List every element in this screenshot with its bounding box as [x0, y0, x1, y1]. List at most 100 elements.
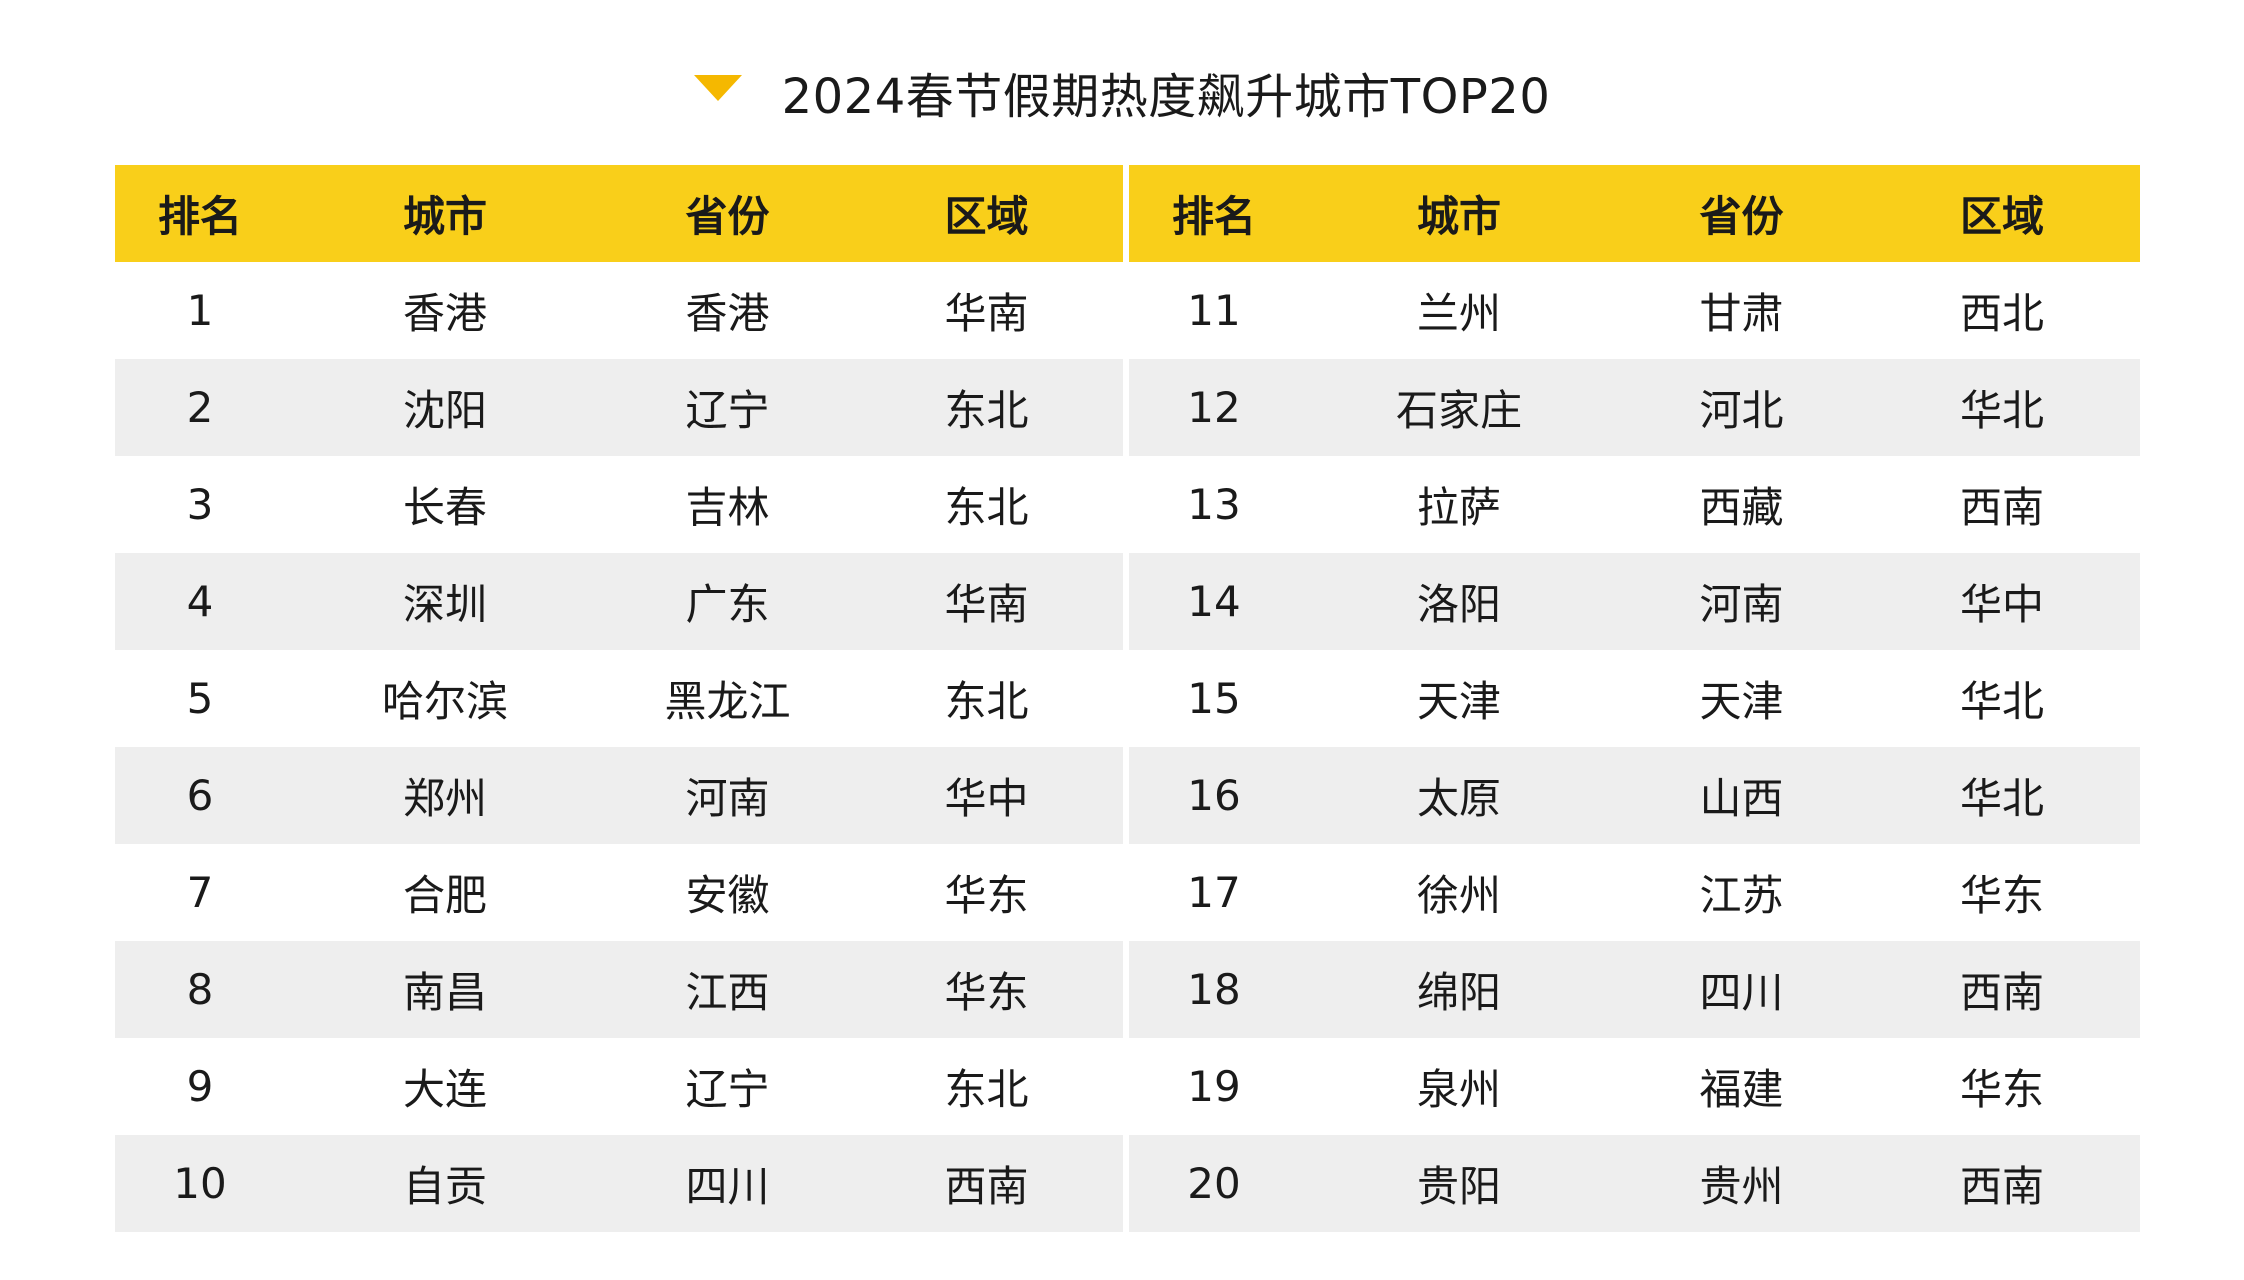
table-header-left: 排名 城市 省份 区域: [115, 165, 1123, 262]
city-cell: 天津: [1416, 677, 1501, 726]
ranking-table-left: 排名 城市 省份 区域 1 香港 香港 华南 2 沈阳 辽宁 东北 3 长春 吉林 东北 4 深圳 广东 华南…: [115, 165, 1123, 1232]
rank-cell: 1: [186, 286, 214, 335]
city-cell: 石家庄: [1395, 386, 1522, 435]
rank-cell: 6: [186, 771, 214, 820]
city-cell: 郑州: [402, 774, 487, 823]
table-row: 2 沈阳 辽宁 东北: [115, 359, 1123, 456]
header-province: 省份: [1699, 192, 1784, 241]
header-province: 省份: [685, 192, 770, 241]
region-cell: 西南: [1959, 1162, 2044, 1211]
region-cell: 华南: [944, 580, 1029, 629]
province-cell: 辽宁: [685, 386, 770, 435]
page-header: 2024春节假期热度飙升城市TOP20: [0, 52, 2244, 132]
page-title: 2024春节假期热度飙升城市TOP20: [781, 69, 1551, 125]
rank-cell: 2: [186, 383, 214, 432]
ranking-table-right: 排名 城市 省份 区域 11 兰州 甘肃 西北 12 石家庄 河北 华北 13 拉萨 西藏 西南 14 洛…: [1129, 165, 2140, 1232]
city-cell: 自贡: [402, 1162, 487, 1211]
city-cell: 沈阳: [402, 386, 487, 435]
region-cell: 东北: [944, 483, 1029, 532]
city-cell: 绵阳: [1416, 968, 1501, 1017]
header-rank: 排名: [157, 192, 242, 241]
rank-cell: 19: [1187, 1062, 1241, 1111]
region-cell: 西南: [1959, 483, 2044, 532]
province-cell: 黑龙江: [664, 677, 791, 726]
province-cell: 天津: [1699, 677, 1784, 726]
ranking-table: 排名 城市 省份 区域 1 香港 香港 华南 2 沈阳 辽宁 东北 3 长春 吉林 东北 4 深圳 广东 华南…: [115, 165, 2140, 1235]
rank-cell: 17: [1187, 868, 1241, 917]
region-cell: 华中: [1959, 580, 2044, 629]
header-city: 城市: [1416, 192, 1501, 241]
province-cell: 四川: [685, 1162, 770, 1211]
rank-cell: 13: [1187, 480, 1241, 529]
table-row: 17 徐州 江苏 华东: [1129, 844, 2140, 941]
rank-cell: 12: [1187, 383, 1241, 432]
province-cell: 吉林: [685, 483, 770, 532]
city-cell: 长春: [402, 483, 487, 532]
rank-cell: 4: [186, 577, 214, 626]
table-row: 7 合肥 安徽 华东: [115, 844, 1123, 941]
city-cell: 贵阳: [1416, 1162, 1501, 1211]
rank-cell: 5: [186, 674, 214, 723]
city-cell: 合肥: [402, 871, 487, 920]
city-cell: 泉州: [1416, 1065, 1501, 1114]
city-cell: 南昌: [402, 968, 487, 1017]
table-row: 15 天津 天津 华北: [1129, 650, 2140, 747]
province-cell: 西藏: [1699, 483, 1784, 532]
rank-cell: 8: [186, 965, 214, 1014]
table-row: 9 大连 辽宁 东北: [115, 1038, 1123, 1135]
province-cell: 安徽: [685, 871, 770, 920]
region-cell: 东北: [944, 677, 1029, 726]
rank-cell: 7: [186, 868, 214, 917]
header-region: 区域: [944, 192, 1029, 241]
table-row: 11 兰州 甘肃 西北: [1129, 262, 2140, 359]
city-cell: 拉萨: [1416, 483, 1501, 532]
province-cell: 四川: [1699, 968, 1784, 1017]
province-cell: 河南: [685, 774, 770, 823]
table-row: 13 拉萨 西藏 西南: [1129, 456, 2140, 553]
province-cell: 辽宁: [685, 1065, 770, 1114]
triangle-down-icon: [693, 75, 742, 101]
province-cell: 山西: [1699, 774, 1784, 823]
region-cell: 东北: [944, 386, 1029, 435]
table-row: 12 石家庄 河北 华北: [1129, 359, 2140, 456]
city-cell: 哈尔滨: [381, 677, 508, 726]
region-cell: 东北: [944, 1065, 1029, 1114]
province-cell: 福建: [1699, 1065, 1784, 1114]
city-cell: 徐州: [1416, 871, 1501, 920]
province-cell: 广东: [685, 580, 770, 629]
table-header-right: 排名 城市 省份 区域: [1129, 165, 2140, 262]
table-body-left: 1 香港 香港 华南 2 沈阳 辽宁 东北 3 长春 吉林 东北 4 深圳 广东 华南 5 哈尔滨 黑龙江 东北 6 郑州…: [115, 262, 1123, 1232]
rank-cell: 9: [186, 1062, 214, 1111]
rank-cell: 20: [1187, 1159, 1241, 1208]
city-cell: 兰州: [1416, 289, 1501, 338]
province-cell: 河南: [1699, 580, 1784, 629]
region-cell: 华东: [1959, 1065, 2044, 1114]
city-cell: 洛阳: [1416, 580, 1501, 629]
table-row: 10 自贡 四川 西南: [115, 1135, 1123, 1232]
rank-cell: 14: [1187, 577, 1241, 626]
region-cell: 西北: [1959, 289, 2044, 338]
table-row: 6 郑州 河南 华中: [115, 747, 1123, 844]
city-cell: 大连: [402, 1065, 487, 1114]
table-body-right: 11 兰州 甘肃 西北 12 石家庄 河北 华北 13 拉萨 西藏 西南 14 洛阳 河南 华中 15 天津 天津华…: [1129, 262, 2140, 1232]
rank-cell: 11: [1187, 286, 1241, 335]
city-cell: 太原: [1416, 774, 1501, 823]
table-row: 3 长春 吉林 东北: [115, 456, 1123, 553]
table-row: 1 香港 香港 华南: [115, 262, 1123, 359]
region-cell: 华中: [944, 774, 1029, 823]
region-cell: 华北: [1959, 677, 2044, 726]
table-row: 20 贵阳 贵州 西南: [1129, 1135, 2140, 1232]
region-cell: 西南: [1959, 968, 2044, 1017]
region-cell: 华北: [1959, 386, 2044, 435]
table-row: 8 南昌 江西 华东: [115, 941, 1123, 1038]
province-cell: 江西: [685, 968, 770, 1017]
province-cell: 甘肃: [1699, 289, 1784, 338]
region-cell: 西南: [944, 1162, 1029, 1211]
table-row: 14 洛阳 河南 华中: [1129, 553, 2140, 650]
region-cell: 华东: [944, 871, 1029, 920]
rank-cell: 18: [1187, 965, 1241, 1014]
header-rank: 排名: [1171, 192, 1256, 241]
rank-cell: 16: [1187, 771, 1241, 820]
province-cell: 河北: [1699, 386, 1784, 435]
province-cell: 江苏: [1699, 871, 1784, 920]
